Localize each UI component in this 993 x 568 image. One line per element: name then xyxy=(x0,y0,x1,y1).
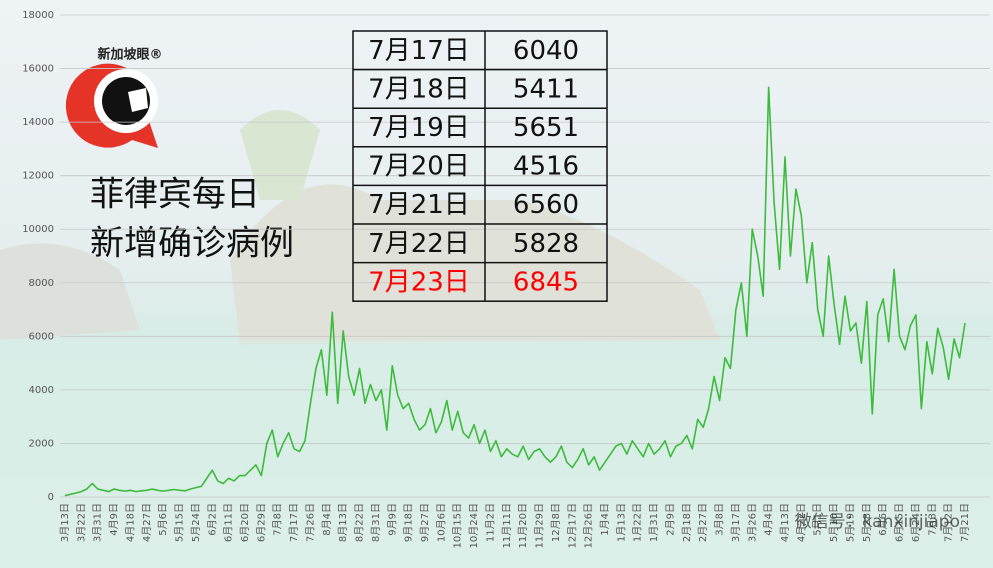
y-tick-label: 6000 xyxy=(29,331,54,342)
x-tick-label: 6月11日 xyxy=(223,503,235,542)
x-tick-label: 1月13日 xyxy=(615,503,627,542)
x-tick-label: 11月11日 xyxy=(501,503,513,548)
x-tick-label: 6月2日 xyxy=(206,503,218,536)
y-tick-label: 10000 xyxy=(22,224,54,235)
x-tick-label: 6月29日 xyxy=(255,503,267,542)
y-tick-label: 18000 xyxy=(22,10,54,21)
x-tick-label: 5月28日 xyxy=(861,503,873,542)
table-value: 6040 xyxy=(513,36,579,66)
watermark: 微信号：kanxinjiapo xyxy=(795,512,960,532)
x-tick-label: 7月3日 xyxy=(926,503,938,536)
y-tick-label: 12000 xyxy=(22,171,54,182)
x-tick-label: 6月15日 xyxy=(894,503,906,542)
table-date: 7月20日 xyxy=(368,152,470,182)
table-value: 6560 xyxy=(513,190,579,220)
x-tick-label: 3月17日 xyxy=(730,503,742,542)
x-tick-label: 11月29日 xyxy=(534,503,546,548)
x-tick-label: 2月27日 xyxy=(697,503,709,542)
table-value: 6845 xyxy=(513,267,579,297)
x-tick-label: 6月20日 xyxy=(239,503,251,542)
table-value: 4516 xyxy=(513,152,579,182)
x-tick-label: 8月31日 xyxy=(370,503,382,542)
x-tick-label: 7月26日 xyxy=(304,503,316,542)
x-tick-label: 5月1日 xyxy=(812,503,824,536)
x-tick-label: 10月15日 xyxy=(452,503,464,548)
x-tick-label: 7月8日 xyxy=(272,503,284,536)
x-tick-label: 5月19日 xyxy=(844,503,856,542)
series-line xyxy=(64,86,966,497)
x-tick-label: 12月26日 xyxy=(583,503,595,548)
x-tick-label: 9月9日 xyxy=(386,503,398,536)
x-tick-label: 8月13日 xyxy=(337,503,349,542)
x-tick-label: 12月8日 xyxy=(550,503,562,542)
x-tick-label: 1月31日 xyxy=(648,503,660,542)
table-frame xyxy=(352,30,608,302)
x-tick-label: 4月4日 xyxy=(763,503,775,536)
x-tick-label: 4月13日 xyxy=(779,503,791,542)
x-tick-label: 12月17日 xyxy=(566,503,578,548)
y-tick-label: 2000 xyxy=(29,438,54,449)
x-tick-label: 9月27日 xyxy=(419,503,431,542)
y-tick-label: 14000 xyxy=(22,117,54,128)
logo-mark xyxy=(128,88,148,112)
x-tick-label: 4月27日 xyxy=(141,503,153,542)
table-date: 7月19日 xyxy=(368,113,470,143)
table-date: 7月22日 xyxy=(368,229,470,259)
table-value: 5828 xyxy=(513,229,579,259)
logo: 新加坡眼® xyxy=(65,47,163,148)
plot xyxy=(64,86,966,497)
x-tick-label: 7月17日 xyxy=(288,503,300,542)
logo-lens xyxy=(102,77,150,125)
x-tick-label: 3月22日 xyxy=(75,503,87,542)
table-value: 5411 xyxy=(513,74,579,104)
x-tick-label: 2月18日 xyxy=(681,503,693,542)
x-tick-label: 4月22日 xyxy=(795,503,807,542)
table-value: 5651 xyxy=(513,113,579,143)
x-tick-label: 6月6日 xyxy=(877,503,889,536)
table-date: 7月17日 xyxy=(368,36,470,66)
logo-text: 新加坡眼® xyxy=(97,47,162,63)
x-tick-label: 6月24日 xyxy=(910,503,922,542)
sea xyxy=(0,340,993,568)
table-date: 7月23日 xyxy=(368,267,470,297)
x-tick-label: 3月13日 xyxy=(59,503,71,542)
x-tick-label: 11月20日 xyxy=(517,503,529,548)
grid: 0 2000 4000 6000 8000 10000 12000 14000 16000 180… xyxy=(22,10,990,548)
x-tick-label: 8月4日 xyxy=(321,503,333,536)
x-tick-label: 10月6日 xyxy=(435,503,447,542)
x-tick-label: 10月24日 xyxy=(468,503,480,548)
x-tick-label: 7月12日 xyxy=(943,503,955,542)
y-tick-label: 0 xyxy=(48,492,54,503)
x-tick-label: 5月10日 xyxy=(828,503,840,542)
x-tick-label: 7月21日 xyxy=(959,503,971,542)
title-line: 菲律宾每日 xyxy=(90,175,260,215)
y-tick-label: 16000 xyxy=(22,64,54,75)
table-date: 7月18日 xyxy=(368,74,470,104)
x-tick-label: 4月9日 xyxy=(108,503,120,536)
x-tick-label: 3月26日 xyxy=(746,503,758,542)
x-tick-label: 5月6日 xyxy=(157,503,169,536)
y-tick-label: 8000 xyxy=(29,278,54,289)
table-date: 7月21日 xyxy=(368,190,470,220)
x-tick-label: 1月22日 xyxy=(632,503,644,542)
x-tick-label: 2月9日 xyxy=(664,503,676,536)
x-tick-label: 4月18日 xyxy=(124,503,136,542)
x-tick-label: 5月15日 xyxy=(174,503,186,542)
x-tick-label: 3月31日 xyxy=(92,503,104,542)
x-tick-label: 8月22日 xyxy=(354,503,366,542)
rock xyxy=(0,243,140,340)
table: 7月17日 6040 7月18日 5411 7月19日 5651 7月20日 4516 7月21… xyxy=(352,30,608,302)
title-line: 新增确诊病例 xyxy=(90,224,294,264)
tree xyxy=(240,110,320,200)
x-tick-label: 5月24日 xyxy=(190,503,202,542)
x-tick-label: 3月8日 xyxy=(714,503,726,536)
x-tick-label: 11月2日 xyxy=(484,503,496,542)
y-tick-label: 4000 xyxy=(29,385,54,396)
x-tick-label: 1月4日 xyxy=(599,503,611,536)
x-tick-label: 9月18日 xyxy=(403,503,415,542)
